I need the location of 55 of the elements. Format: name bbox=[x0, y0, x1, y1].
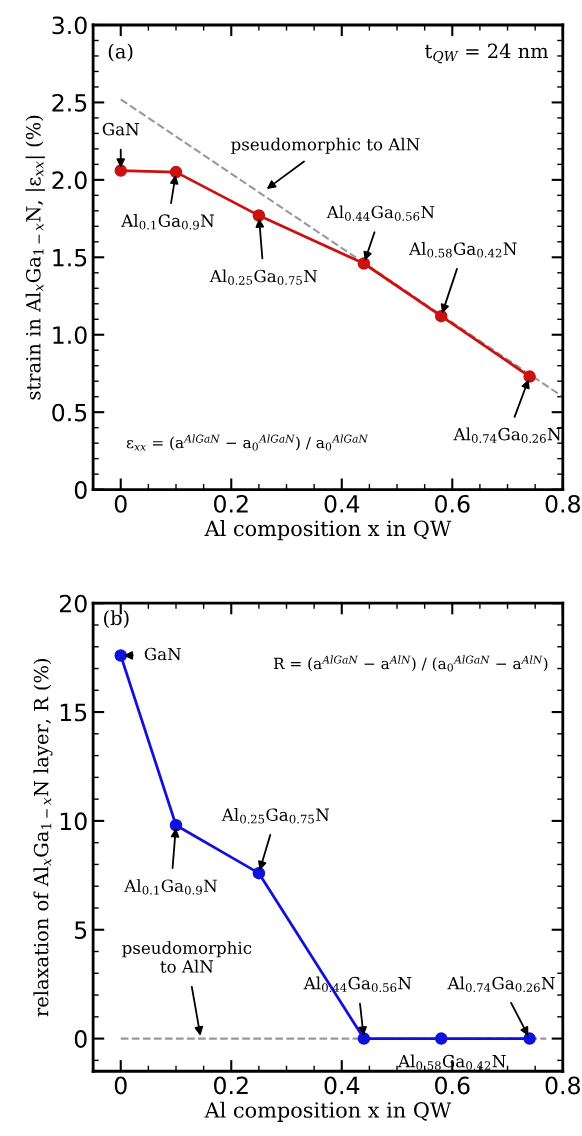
x-axis-title: Al composition x in QW bbox=[204, 1101, 452, 1122]
y-tick-label: 10 bbox=[60, 812, 87, 831]
y-axis-title: relaxation of Al$_{x}$Ga$_{1−x}$N layer, R (%) bbox=[33, 658, 53, 1017]
annotation: GaN bbox=[144, 647, 181, 661]
point bbox=[357, 1032, 371, 1045]
x-tick-label: 0.6 bbox=[435, 494, 470, 513]
y-tick-label: 1.5 bbox=[53, 249, 87, 267]
text: R = (a$^{AlGaN}$ − a$^{AlN}$) / (a$_{0}$$^{AlGaN}$ − a$^{AlN}$) bbox=[273, 655, 548, 672]
x-tick-label: 0.4 bbox=[324, 1076, 360, 1095]
annotation: Al$_{0.58}$Ga$_{0.42}$N bbox=[408, 242, 517, 258]
point bbox=[523, 370, 536, 383]
text: ε$_{xx}$ = (a$^{AlGaN}$ − a$_{0}$$^{AlGaN}$) / a$_{0}$$^{AlGaN}$ bbox=[126, 434, 369, 451]
annotation: t$_{QW}$ = 24 nm bbox=[425, 43, 549, 64]
annotation: Al$_{0.1}$Ga$_{0.9}$N bbox=[121, 214, 214, 230]
point bbox=[169, 165, 183, 179]
y-tick-label: 2.5 bbox=[52, 93, 87, 112]
y-axis-title: strain in Al$_{x}$Ga$_{1−x}$N, |ε$_{xx}$| (%) bbox=[25, 115, 45, 400]
annotation: (a) bbox=[108, 43, 133, 62]
x-axis-title: Al composition x in QW bbox=[204, 520, 452, 541]
annotation: Al$_{0.25}$Ga$_{0.75}$N bbox=[221, 808, 330, 824]
annotation: Al$_{0.1}$Ga$_{0.9}$N bbox=[124, 879, 217, 895]
annotation: GaN bbox=[102, 122, 139, 136]
y-tick-label: 15 bbox=[60, 703, 87, 722]
point bbox=[434, 309, 448, 323]
x-tick-label: 0.6 bbox=[435, 1076, 470, 1095]
x-tick-label: 0 bbox=[114, 1076, 127, 1095]
point bbox=[252, 866, 266, 880]
y-tick-label: 20 bbox=[59, 594, 87, 613]
annotation: (b) bbox=[104, 610, 129, 629]
x-tick-label: 0 bbox=[114, 494, 127, 513]
annotation: pseudomorphic to AlN bbox=[231, 137, 420, 154]
y-tick-label: 0.5 bbox=[52, 403, 87, 422]
y-tick-label: 5 bbox=[75, 921, 87, 940]
annotation: Al$_{0.25}$Ga$_{0.75}$N bbox=[209, 269, 318, 285]
x-tick-label: 0.4 bbox=[324, 494, 360, 513]
x-tick-label: 0.8 bbox=[545, 1076, 580, 1095]
point bbox=[434, 1032, 448, 1045]
y-tick-label: 0 bbox=[74, 481, 87, 499]
x-tick-label: 0.8 bbox=[545, 494, 580, 513]
point bbox=[357, 257, 371, 270]
annotation: Al$_{0.74}$Ga$_{0.26}$N bbox=[447, 976, 555, 992]
annotation: pseudomorphic to AlN bbox=[122, 941, 252, 973]
point bbox=[252, 209, 266, 222]
y-tick-label: 3.0 bbox=[52, 16, 87, 35]
y-tick-label: 2.0 bbox=[52, 171, 87, 190]
annotation: Al$_{0.74}$Ga$_{0.26}$N bbox=[453, 427, 561, 443]
point bbox=[114, 164, 127, 177]
annotation: Al$_{0.44}$Ga$_{0.56}$N bbox=[326, 205, 435, 221]
x-tick-label: 0.2 bbox=[214, 494, 248, 513]
point bbox=[114, 649, 127, 662]
x-tick-label: 0.2 bbox=[214, 1076, 248, 1095]
y-tick-label: 1.0 bbox=[53, 326, 87, 345]
point bbox=[169, 819, 183, 832]
y-tick-label: 0 bbox=[74, 1030, 87, 1048]
point bbox=[523, 1032, 536, 1045]
